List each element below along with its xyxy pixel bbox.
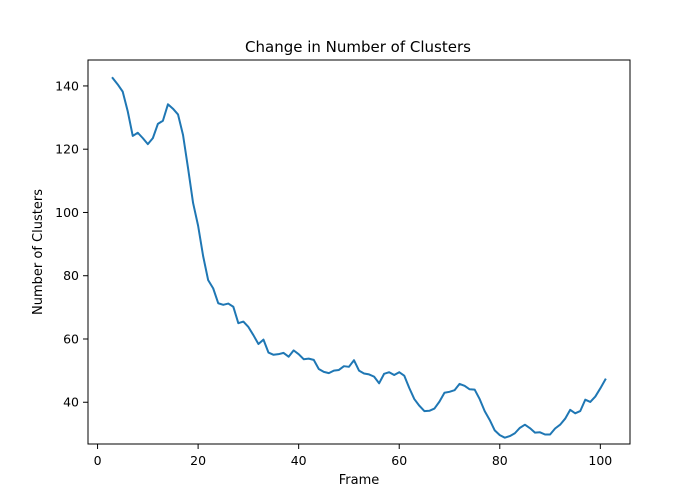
y-tick-label: 140	[55, 78, 79, 93]
chart-title: Change in Number of Clusters	[245, 38, 471, 56]
x-tick-label: 80	[492, 453, 508, 468]
y-axis-ticks: 40 60 80 100 120 140	[55, 78, 88, 410]
y-tick-label: 60	[63, 331, 79, 346]
x-tick-label: 100	[588, 453, 612, 468]
x-tick-label: 60	[391, 453, 407, 468]
x-axis-ticks: 0 20 40 60 80 100	[94, 444, 612, 468]
x-tick-label: 0	[94, 453, 102, 468]
x-tick-label: 40	[291, 453, 307, 468]
x-axis-label: Frame	[339, 473, 380, 488]
y-tick-label: 40	[63, 395, 79, 410]
y-tick-label: 120	[55, 142, 79, 157]
series-line	[111, 76, 607, 439]
plot-frame	[87, 59, 631, 445]
plot-area	[87, 59, 631, 445]
x-tick-label: 20	[190, 453, 206, 468]
y-axis-label: Number of Clusters	[31, 189, 46, 315]
y-tick-label: 80	[63, 268, 79, 283]
y-tick-label: 100	[55, 205, 79, 220]
plot-background	[88, 60, 630, 444]
